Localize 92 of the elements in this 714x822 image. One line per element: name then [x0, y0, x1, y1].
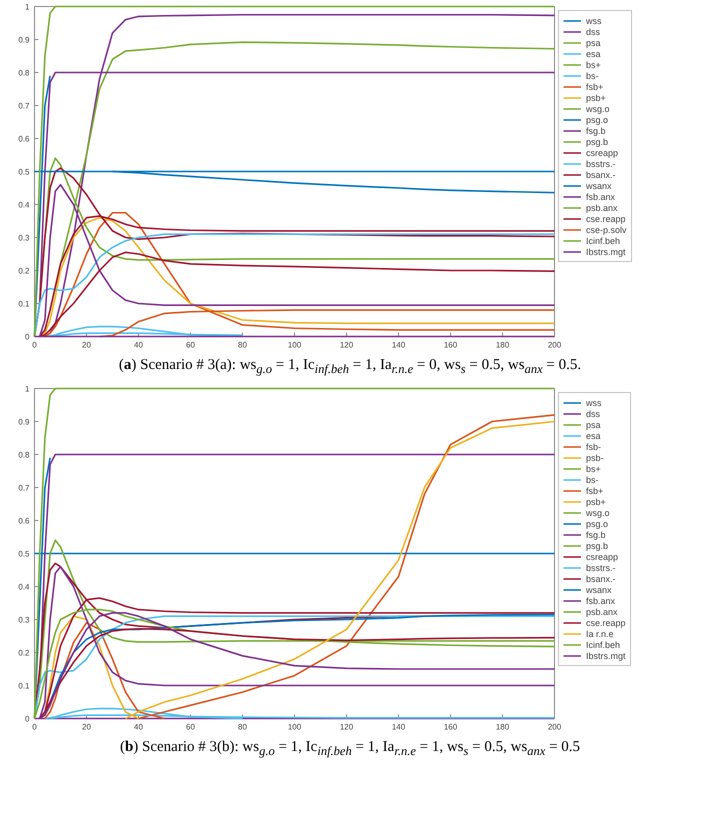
y-tick-label: 0.6	[18, 516, 30, 526]
legend-label: cse-p.solv	[586, 224, 627, 235]
legend-label: fsb.anx	[586, 595, 616, 606]
legend-label: psg.b	[586, 540, 608, 551]
legend-label: dss	[586, 408, 602, 419]
y-tick-label: 0	[25, 714, 30, 724]
y-tick-label: 0.5	[18, 168, 30, 176]
legend-label: Ibstrs.mgt	[586, 650, 626, 661]
legend-label: dss	[586, 26, 602, 37]
y-tick-label: 0.6	[18, 134, 30, 144]
x-tick-label: 180	[496, 722, 510, 732]
legend-label: Icinf.beh	[586, 235, 620, 246]
legend-label: csreapp	[586, 147, 618, 158]
legend-label: bs-	[586, 70, 600, 81]
legend-label: fsb+	[586, 81, 604, 92]
legend-label: wsanx	[586, 584, 612, 595]
legend-label: fsb+	[586, 485, 604, 496]
x-tick-label: 180	[496, 340, 510, 350]
x-tick-label: 40	[134, 340, 144, 350]
x-tick-label: 100	[288, 722, 302, 732]
legend-label: psb.anx	[586, 202, 618, 213]
legend-label: psg.o	[586, 518, 608, 529]
x-tick-label: 160	[444, 722, 458, 732]
legend-label: bsstrs.-	[586, 562, 616, 573]
legend-label: wsg.o	[586, 507, 610, 518]
legend-label: bs-	[586, 474, 600, 485]
y-tick-label: 0.8	[18, 68, 30, 78]
legend-label: Icinf.beh	[586, 639, 620, 650]
legend-label: psb.anx	[586, 606, 618, 617]
legend-label: fsg.b	[586, 529, 606, 540]
x-tick-label: 80	[238, 340, 248, 350]
y-tick-label: 0.8	[18, 450, 30, 460]
x-tick-label: 140	[392, 340, 406, 350]
y-tick-label: 0.3	[18, 616, 30, 624]
legend-label: bsstrs.-	[586, 158, 616, 169]
legend-label: fsb.anx	[586, 191, 616, 202]
y-tick-label: 0.2	[18, 648, 30, 658]
x-tick-label: 20	[82, 340, 92, 350]
legend-label: wsanx	[586, 180, 612, 191]
legend-label: wsg.o	[586, 103, 610, 114]
x-tick-label: 160	[444, 340, 458, 350]
y-tick-label: 1	[25, 384, 30, 394]
x-tick-label: 100	[288, 340, 302, 350]
legend-label: bs+	[586, 59, 602, 70]
y-tick-label: 0.2	[18, 266, 30, 276]
chart-title: (a) Scenario # 3(a): ws$_{g.o}$ = 1, Ic$_{inf.beh}$ = 1, Ia$_{r.n.e}$ = 0, ws$_{s}$ = 0.5, ws$_{anx}$ = 0.5.	[118, 357, 582, 376]
legend-label: psb+	[586, 496, 606, 507]
y-tick-label: 0.1	[18, 682, 30, 690]
legend-label: psb-	[586, 452, 605, 463]
legend-label: fsb-	[586, 441, 602, 452]
y-tick-label: 0.9	[18, 36, 30, 44]
x-tick-label: 120	[340, 340, 354, 350]
chart-title: (b) Scenario # 3(b): ws$_{g.o}$ = 1, Ic$_{inf.beh}$ = 1, Ia$_{r.n.e}$ = 1, ws$_{s}$ = 0.5, ws$_{anx}$ = 0.5	[120, 739, 580, 758]
x-tick-label: 60	[186, 722, 196, 732]
y-tick-label: 0	[25, 332, 30, 342]
legend-label: esa	[586, 48, 602, 59]
legend-label: esa	[586, 430, 602, 441]
legend-label: Ibstrs.mgt	[586, 246, 626, 257]
y-tick-label: 0.4	[18, 200, 30, 210]
x-tick-label: 200	[548, 722, 562, 732]
legend-label: wss	[586, 15, 602, 26]
y-tick-label: 0.1	[18, 300, 30, 308]
x-tick-label: 200	[548, 340, 562, 350]
y-tick-label: 0.7	[18, 484, 30, 492]
y-tick-label: 0.9	[18, 418, 30, 426]
legend-label: bs+	[586, 463, 602, 474]
y-tick-label: 0.7	[18, 102, 30, 110]
y-tick-label: 0.3	[18, 234, 30, 242]
x-tick-label: 0	[32, 340, 38, 350]
legend-label: psa	[586, 419, 602, 430]
legend-label: Ia r.n.e	[586, 628, 614, 639]
legend-label: psa	[586, 37, 602, 48]
legend-label: fsg.b	[586, 125, 606, 136]
x-tick-label: 60	[186, 340, 196, 350]
legend-label: psg.o	[586, 114, 608, 125]
x-tick-label: 0	[32, 722, 38, 732]
y-tick-label: 0.5	[18, 550, 30, 558]
x-tick-label: 40	[134, 722, 144, 732]
legend-label: bsanx.-	[586, 169, 616, 180]
x-tick-label: 20	[82, 722, 92, 732]
legend-label: csreapp	[586, 551, 618, 562]
x-tick-label: 80	[238, 722, 248, 732]
y-tick-label: 1	[25, 2, 30, 12]
legend-label: psb+	[586, 92, 606, 103]
legend-label: cse.reapp	[586, 617, 626, 628]
legend-label: wss	[586, 397, 602, 408]
x-tick-label: 120	[340, 722, 354, 732]
legend-label: bsanx.-	[586, 573, 616, 584]
x-tick-label: 140	[392, 722, 406, 732]
legend-label: cse.reapp	[586, 213, 626, 224]
legend-label: psg.b	[586, 136, 608, 147]
y-tick-label: 0.4	[18, 582, 30, 592]
